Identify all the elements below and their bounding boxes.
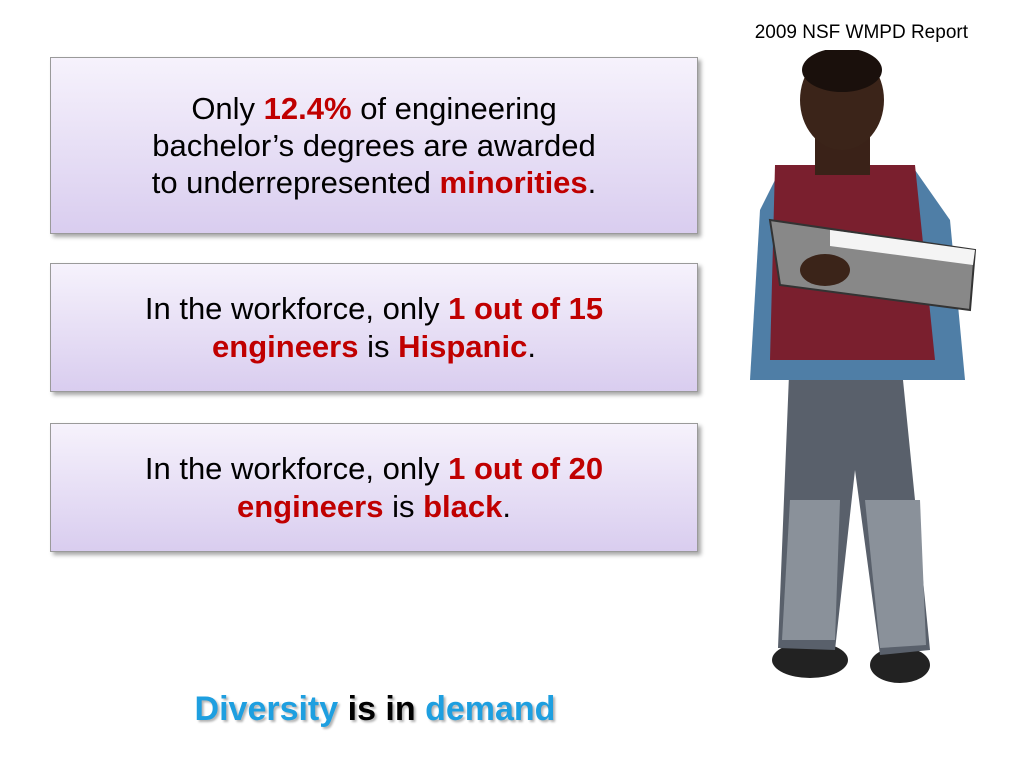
highlight-text: 12.4% [263,90,352,126]
text-line: In the workforce, only 1 out of 20 [145,450,603,487]
text-line: to underrepresented minorities. [152,164,597,201]
text-line: engineers is Hispanic. [212,328,536,365]
highlight-text: black [423,488,503,524]
text-line: bachelor’s degrees are awarded [152,127,595,164]
text: is [383,488,424,524]
boy-photo [750,50,977,683]
text: . [587,165,597,201]
text-line: Only 12.4% of engineering [191,90,556,127]
text-line: engineers is black. [237,488,511,525]
highlight-text: Hispanic [398,328,528,364]
text: Only [191,90,264,126]
text-line: In the workforce, only 1 out of 15 [145,290,603,327]
highlight-text: 1 out of 20 [448,451,604,487]
highlight-text: engineers [212,328,359,364]
fact-box: In the workforce, only 1 out of 15 engine… [50,263,698,392]
text: In the workforce, only [144,451,449,487]
text: is [358,328,399,364]
highlight-text: demand [425,690,556,728]
text: bachelor’s degrees are awarded [152,127,596,163]
footer: Diversity is in demand [0,690,750,729]
text: to underrepresented [151,165,440,201]
fact-box: Only 12.4% of engineering bachelor’s degr… [50,57,698,234]
fact-box: In the workforce, only 1 out of 20 engine… [50,423,698,552]
highlight-text: engineers [237,488,384,524]
source: 2009 NSF WMPD Report [754,22,968,43]
highlight-text: Diversity [194,690,339,728]
text: . [502,488,511,524]
text: In the workforce, only [144,291,449,327]
highlight-text: minorities [439,165,588,201]
highlight-text: 1 out of 15 [448,291,604,327]
text: is in [338,690,426,728]
text: of engineering [351,90,557,126]
text: . [527,328,536,364]
